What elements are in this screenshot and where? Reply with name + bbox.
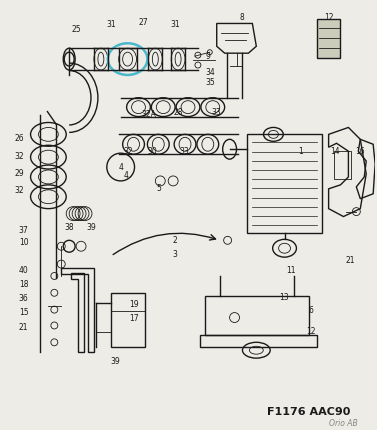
Text: 11: 11 [286,266,296,275]
Text: 32A: 32A [141,110,156,119]
Text: 32: 32 [15,186,25,195]
Text: 10: 10 [19,238,28,247]
Text: 31: 31 [170,21,180,30]
Text: 29: 29 [15,169,25,178]
Bar [247,134,322,233]
Text: Orio AB: Orio AB [329,418,358,427]
Text: 16: 16 [356,147,365,156]
Text: 25: 25 [71,25,81,34]
Text: 8: 8 [239,12,244,22]
Text: 5: 5 [156,184,161,193]
Text: 38: 38 [64,224,74,233]
Text: 39: 39 [111,357,121,366]
Text: 33: 33 [212,108,222,117]
Text: 26: 26 [15,134,25,143]
Text: 2: 2 [173,237,178,246]
Text: 4: 4 [118,163,123,172]
Text: 14: 14 [330,147,339,156]
Text: 19: 19 [129,300,138,309]
Text: 17: 17 [129,313,138,322]
Bar [317,18,340,58]
Bar [205,296,309,335]
Text: 13: 13 [279,293,289,302]
Text: 4: 4 [123,171,128,180]
Text: 31: 31 [106,21,116,30]
Text: 39: 39 [86,224,96,233]
Text: 6: 6 [308,306,313,315]
Text: 21: 21 [346,256,355,265]
Bar [334,151,351,179]
Text: 40: 40 [19,266,29,275]
Text: 35: 35 [205,78,215,87]
Text: 1: 1 [299,147,303,156]
Text: 12: 12 [306,328,316,336]
Text: 27: 27 [139,18,148,27]
Text: F1176 AAC90: F1176 AAC90 [267,407,351,417]
Text: 28: 28 [173,108,183,117]
Text: 32: 32 [15,152,25,161]
Text: 12: 12 [324,12,333,22]
Text: 21: 21 [19,323,28,332]
Text: 36: 36 [19,294,29,303]
Bar [111,293,146,347]
Text: 3: 3 [173,250,178,259]
Text: 30: 30 [147,147,157,156]
Text: 9: 9 [205,52,210,61]
Text: 33: 33 [179,147,189,156]
Bar [200,335,317,347]
Text: 37: 37 [19,227,29,236]
Text: 18: 18 [19,280,28,289]
Text: 34: 34 [205,68,215,77]
Text: 32: 32 [124,147,133,156]
Text: 15: 15 [19,307,28,316]
